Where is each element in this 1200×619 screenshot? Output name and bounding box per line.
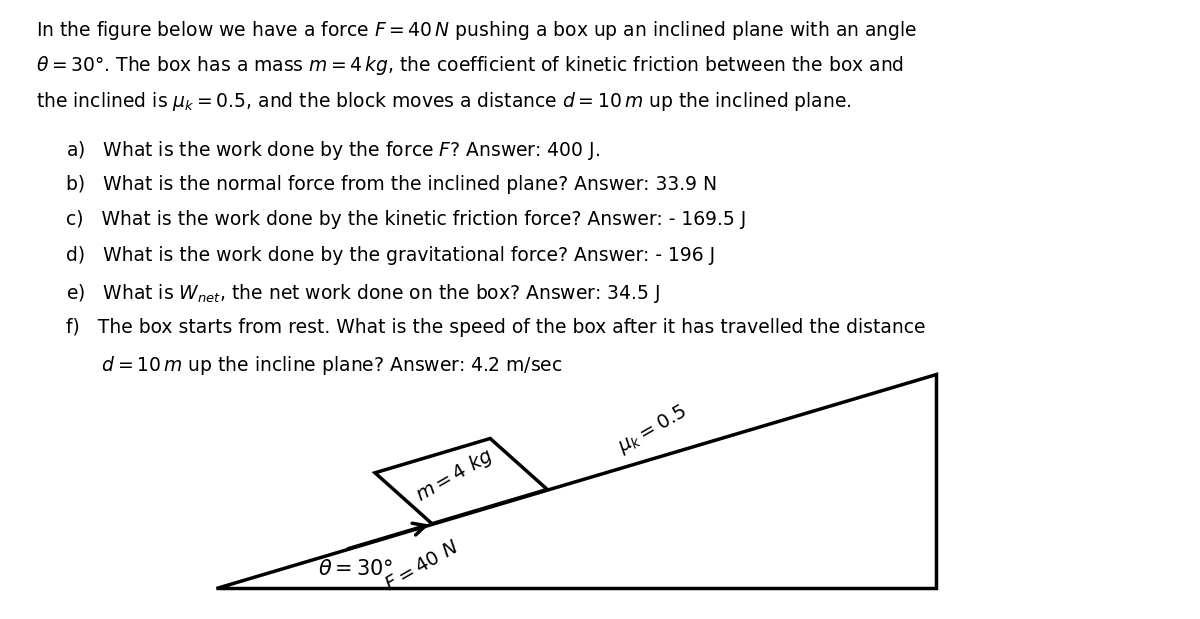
Text: e)   What is $W_{net}$, the net work done on the box? Answer: 34.5 J: e) What is $W_{net}$, the net work done … bbox=[66, 282, 660, 305]
Text: $m = 4$ kg: $m = 4$ kg bbox=[412, 444, 498, 508]
Text: d)   What is the work done by the gravitational force? Answer: - 196 J: d) What is the work done by the gravitat… bbox=[66, 246, 715, 266]
Text: a)   What is the work done by the force $F$? Answer: 400 J.: a) What is the work done by the force $F… bbox=[66, 139, 600, 162]
Text: $\theta = 30°$. The box has a mass $m = 4\,kg$, the coefficient of kinetic frict: $\theta = 30°$. The box has a mass $m = … bbox=[36, 54, 904, 77]
Text: f)   The box starts from rest. What is the speed of the box after it has travell: f) The box starts from rest. What is the… bbox=[66, 318, 925, 337]
Text: $\mu_k = 0.5$: $\mu_k = 0.5$ bbox=[614, 400, 691, 458]
Polygon shape bbox=[374, 438, 547, 524]
Text: c)   What is the work done by the kinetic friction force? Answer: - 169.5 J: c) What is the work done by the kinetic … bbox=[66, 210, 746, 230]
Text: In the figure below we have a force $F = 40\,N$ pushing a box up an inclined pla: In the figure below we have a force $F =… bbox=[36, 19, 917, 41]
Text: $F = 40$ N: $F = 40$ N bbox=[382, 537, 462, 595]
Text: $d = 10\,m$ up the incline plane? Answer: 4.2 m/sec: $d = 10\,m$ up the incline plane? Answer… bbox=[66, 354, 563, 377]
Text: the inclined is $\mu_k = 0.5$, and the block moves a distance $d = 10\,m$ up the: the inclined is $\mu_k = 0.5$, and the b… bbox=[36, 90, 852, 113]
Text: b)   What is the normal force from the inclined plane? Answer: 33.9 N: b) What is the normal force from the inc… bbox=[66, 175, 718, 194]
Text: $\theta = 30°$: $\theta = 30°$ bbox=[318, 559, 394, 579]
Polygon shape bbox=[216, 374, 936, 588]
